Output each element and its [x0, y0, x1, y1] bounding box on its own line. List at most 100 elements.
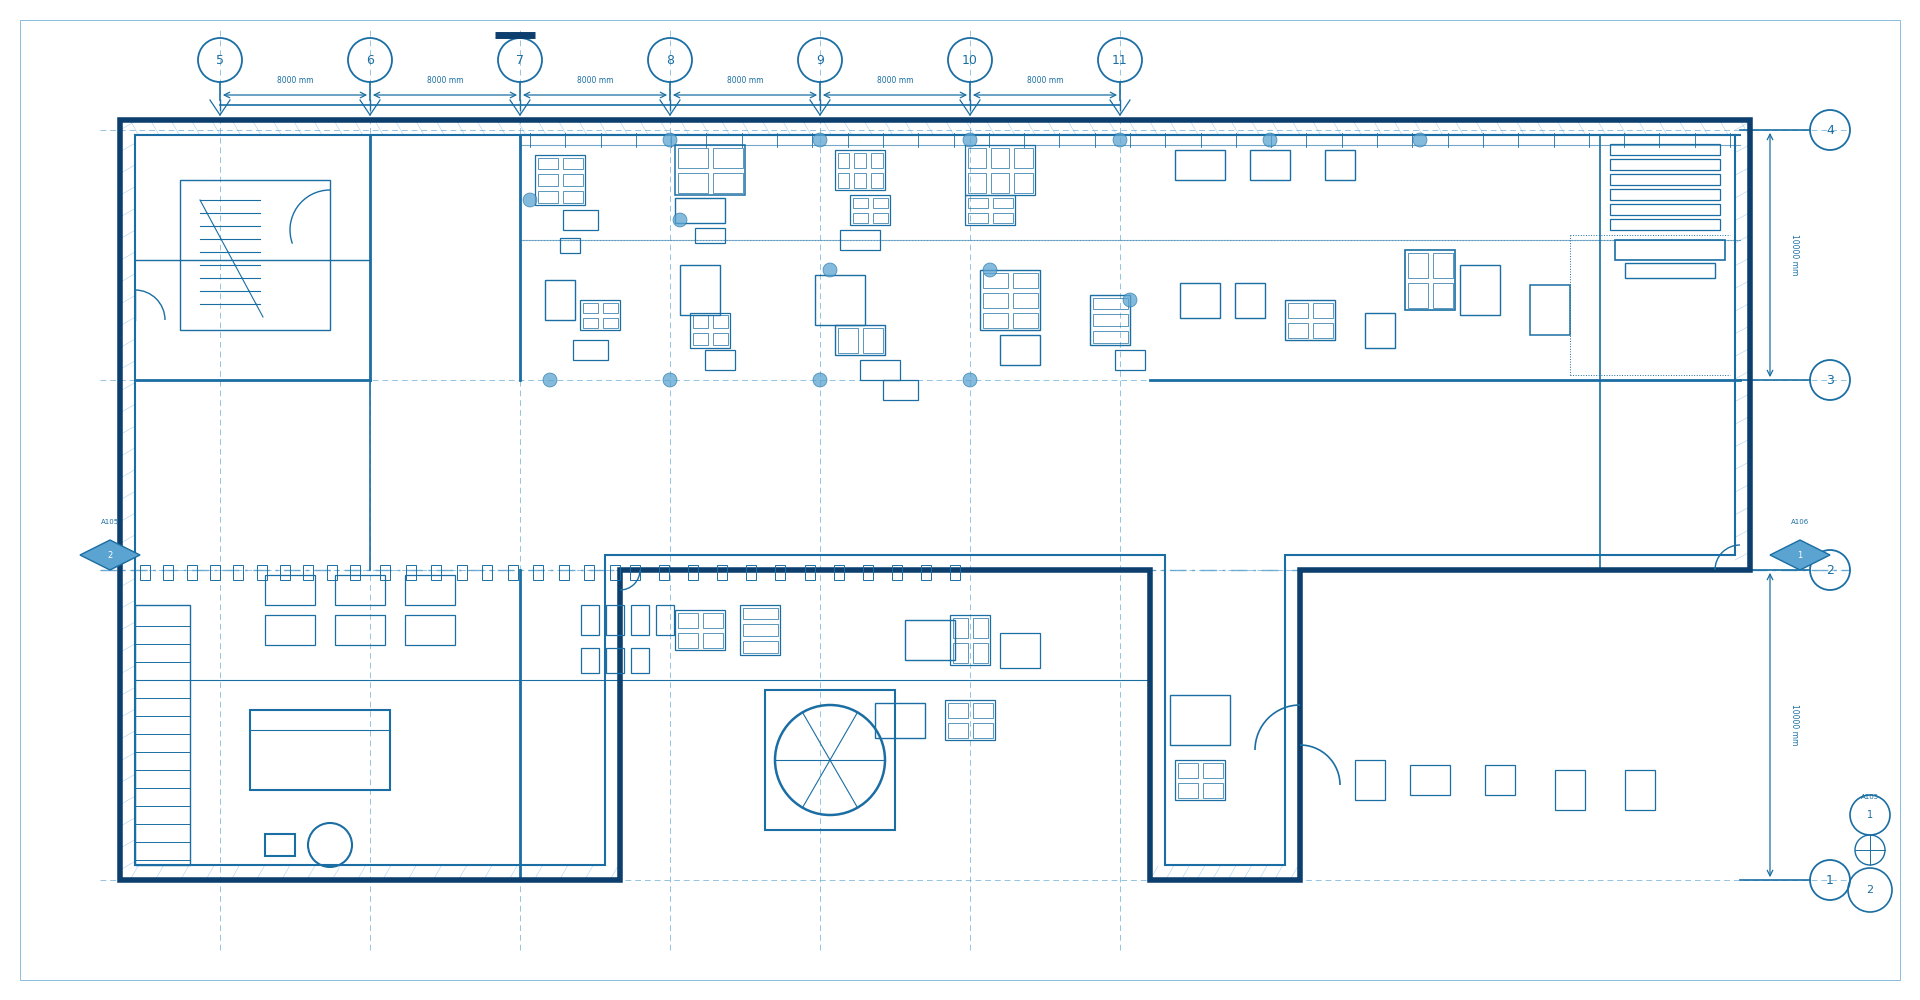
Bar	[1092, 314, 1127, 326]
Bar	[1611, 174, 1720, 185]
Bar	[993, 213, 1012, 223]
Bar	[678, 172, 707, 192]
Bar	[743, 624, 778, 636]
Bar	[703, 633, 722, 648]
Bar	[280, 565, 290, 580]
Bar	[603, 318, 618, 328]
Bar	[582, 302, 597, 312]
Bar	[545, 280, 574, 320]
Text: 7: 7	[516, 53, 524, 66]
Text: 2: 2	[1826, 564, 1834, 576]
Text: 1: 1	[1797, 550, 1803, 560]
Bar	[947, 722, 968, 738]
Bar	[973, 617, 987, 638]
Text: 1: 1	[1866, 810, 1874, 820]
Bar	[561, 237, 580, 252]
Bar	[563, 157, 582, 169]
Bar	[1202, 782, 1223, 798]
Bar	[712, 147, 743, 167]
Text: 1: 1	[1826, 874, 1834, 886]
Bar	[872, 172, 883, 188]
Bar	[1012, 292, 1037, 308]
Bar	[611, 565, 620, 580]
Bar	[680, 265, 720, 315]
Circle shape	[1114, 133, 1127, 147]
Bar	[705, 350, 735, 370]
Bar	[852, 198, 868, 208]
Bar	[538, 174, 557, 186]
Bar	[973, 722, 993, 738]
Bar	[1014, 147, 1033, 167]
Bar	[607, 605, 624, 635]
Circle shape	[1123, 293, 1137, 307]
Text: 9: 9	[816, 53, 824, 66]
Bar	[695, 228, 726, 242]
Bar	[265, 834, 296, 856]
Bar	[979, 270, 1041, 330]
Bar	[703, 612, 722, 628]
Bar	[1611, 144, 1720, 155]
Text: 10000 mm: 10000 mm	[1789, 234, 1799, 276]
Circle shape	[662, 133, 678, 147]
Bar	[1459, 265, 1500, 315]
Bar	[743, 641, 778, 652]
Bar	[1615, 240, 1724, 260]
Bar	[1014, 172, 1033, 192]
Bar	[712, 315, 728, 328]
Bar	[1181, 282, 1219, 318]
Bar	[1356, 760, 1384, 800]
Bar	[563, 210, 597, 230]
Circle shape	[1263, 133, 1277, 147]
Circle shape	[662, 373, 678, 387]
Bar	[1624, 262, 1715, 277]
Bar	[180, 180, 330, 330]
Bar	[657, 605, 674, 635]
Circle shape	[964, 373, 977, 387]
Bar	[678, 147, 707, 167]
Bar	[405, 575, 455, 605]
Bar	[835, 325, 885, 355]
Bar	[983, 312, 1008, 328]
Bar	[718, 565, 728, 580]
Text: 3: 3	[1826, 373, 1834, 386]
Bar	[968, 172, 985, 192]
Bar	[922, 565, 931, 580]
Bar	[860, 360, 900, 380]
Bar	[582, 648, 599, 672]
Text: 11: 11	[1112, 53, 1127, 66]
Bar	[973, 643, 987, 662]
Bar	[991, 147, 1010, 167]
Bar	[837, 152, 849, 167]
Bar	[712, 332, 728, 345]
Bar	[380, 565, 390, 580]
Bar	[1313, 322, 1332, 338]
Bar	[1407, 252, 1427, 277]
Bar	[1624, 770, 1655, 810]
Bar	[209, 565, 221, 580]
Bar	[983, 272, 1008, 288]
Bar	[572, 340, 607, 360]
Bar	[676, 145, 745, 195]
Text: 8000 mm: 8000 mm	[1027, 76, 1064, 85]
Bar	[630, 565, 639, 580]
Circle shape	[1413, 133, 1427, 147]
Text: A105: A105	[1860, 794, 1880, 800]
Text: 8000 mm: 8000 mm	[576, 76, 612, 85]
Bar	[804, 565, 814, 580]
Circle shape	[964, 133, 977, 147]
Circle shape	[824, 263, 837, 277]
Bar	[837, 328, 858, 353]
Bar	[1092, 298, 1127, 309]
Bar	[1235, 282, 1265, 318]
Bar	[862, 328, 883, 353]
Bar	[945, 700, 995, 740]
Bar	[405, 565, 415, 580]
Bar	[966, 195, 1016, 225]
Bar	[1175, 760, 1225, 800]
Bar	[1288, 322, 1308, 338]
Bar	[872, 198, 887, 208]
Circle shape	[983, 263, 996, 277]
Bar	[1365, 312, 1396, 348]
Bar	[1611, 219, 1720, 230]
Circle shape	[674, 213, 687, 227]
